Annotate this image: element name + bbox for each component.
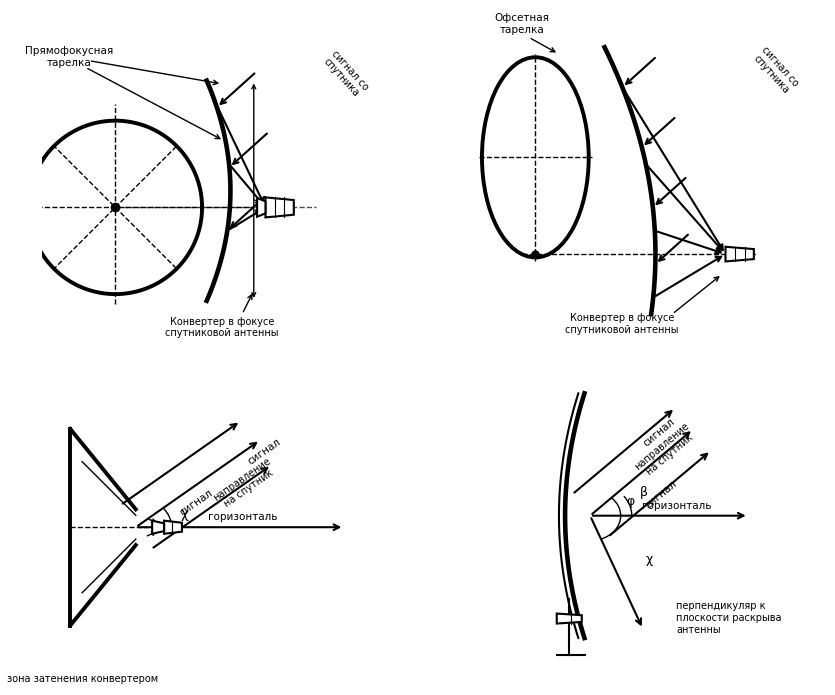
Text: сигнал: сигнал — [246, 437, 283, 467]
Text: горизонталь: горизонталь — [208, 512, 278, 522]
Text: сигнал со
спутника: сигнал со спутника — [751, 45, 800, 97]
Text: χ: χ — [645, 553, 653, 566]
Polygon shape — [726, 247, 754, 261]
Text: Конвертер в фокусе
спутниковой антенны: Конвертер в фокусе спутниковой антенны — [165, 317, 279, 338]
Text: направление
на спутник: направление на спутник — [211, 455, 279, 512]
Text: β: β — [640, 486, 648, 499]
Polygon shape — [257, 198, 266, 217]
Text: χ: χ — [180, 507, 189, 521]
Text: зона затенения конвертером: зона затенения конвертером — [7, 674, 158, 684]
Polygon shape — [152, 521, 164, 534]
Text: горизонталь: горизонталь — [641, 500, 711, 511]
Text: Прямофокусная
тарелка: Прямофокусная тарелка — [24, 47, 113, 68]
Text: сигнал со
спутника: сигнал со спутника — [321, 48, 370, 99]
Text: направление
на спутник: направление на спутник — [633, 420, 699, 480]
Polygon shape — [164, 521, 182, 534]
Text: сигнал: сигнал — [641, 416, 677, 449]
Text: сигнал: сигнал — [177, 487, 214, 518]
Text: сигнал: сигнал — [644, 478, 679, 510]
Polygon shape — [266, 197, 294, 218]
Text: Офсетная
тарелка: Офсетная тарелка — [494, 13, 549, 35]
Text: Конвертер в фокусе
спутниковой антенны: Конвертер в фокусе спутниковой антенны — [565, 313, 679, 335]
Text: перпендикуляр к
плоскости раскрыва
антенны: перпендикуляр к плоскости раскрыва антен… — [676, 601, 782, 635]
Text: φ: φ — [626, 495, 635, 507]
Polygon shape — [557, 614, 582, 623]
